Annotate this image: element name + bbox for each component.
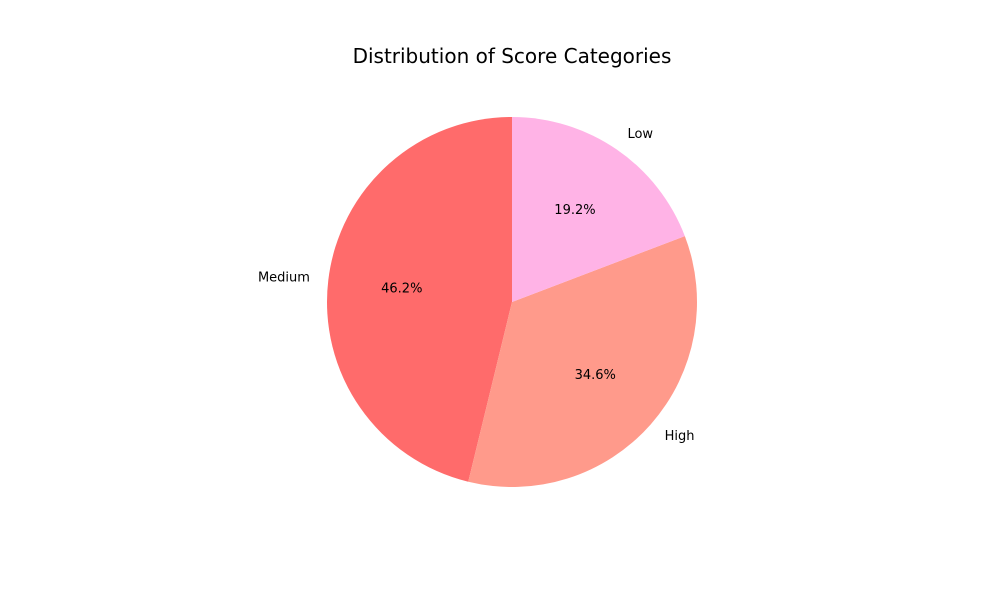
- slice-label-low: Low: [627, 127, 653, 142]
- pie-slice-low: [512, 117, 685, 302]
- slice-percent-medium: 46.2%: [381, 281, 422, 296]
- chart-title: Distribution of Score Categories: [353, 44, 672, 68]
- pie-slices: [327, 117, 697, 487]
- slice-label-medium: Medium: [258, 270, 310, 285]
- slice-percent-high: 34.6%: [575, 368, 616, 383]
- slice-label-high: High: [665, 429, 695, 444]
- slice-percent-low: 19.2%: [554, 203, 595, 218]
- pie-labels: Medium 46.2% High 34.6% Low 19.2%: [258, 127, 695, 444]
- pie-slice-high: [468, 236, 697, 487]
- pie-slice-medium: [327, 117, 512, 482]
